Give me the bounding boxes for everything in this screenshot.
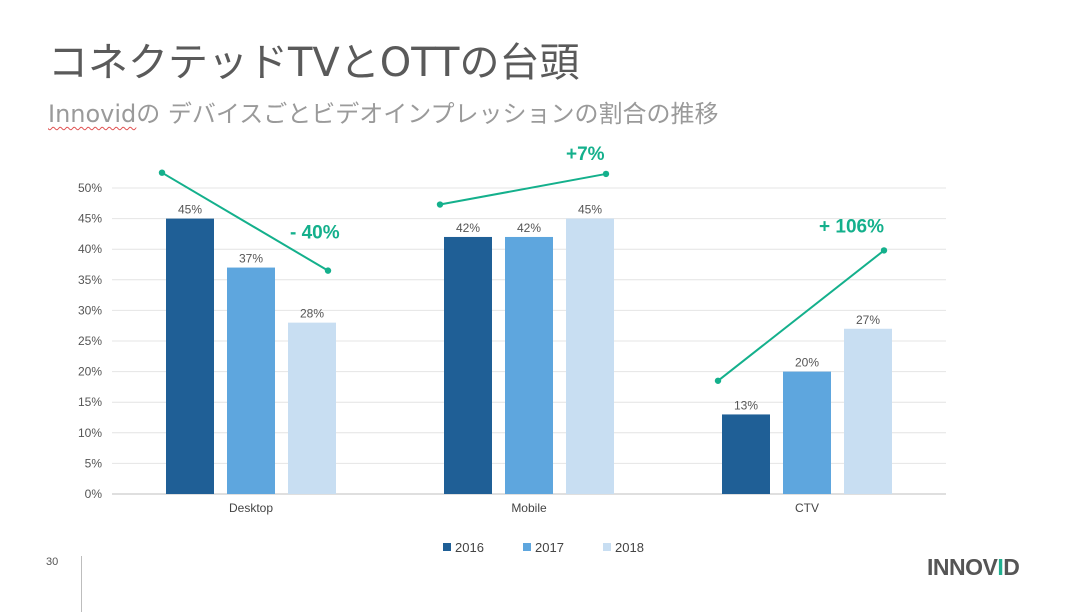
trend-point — [714, 377, 722, 384]
bar — [783, 371, 831, 494]
legend-swatch — [603, 543, 611, 551]
trend-point — [436, 201, 444, 208]
legend-label: 2018 — [615, 540, 644, 555]
legend-label: 2017 — [535, 540, 564, 555]
page-subtitle: Innovidの デバイスごとビデオインプレッションの割合の推移 — [48, 94, 718, 129]
data-label: 45% — [178, 203, 202, 217]
y-tick-label: 5% — [85, 456, 103, 470]
data-label: 27% — [856, 313, 880, 327]
bar — [227, 267, 275, 494]
y-tick-label: 50% — [78, 181, 102, 195]
trend-point — [158, 169, 166, 176]
data-label: 28% — [300, 307, 324, 321]
trend-line — [161, 171, 329, 272]
y-tick-label: 10% — [78, 426, 102, 440]
legend-item: 2016 — [443, 540, 484, 555]
bar — [722, 414, 770, 494]
bar — [505, 236, 553, 494]
bar — [844, 328, 892, 494]
legend-item: 2018 — [603, 540, 644, 555]
data-label: 42% — [456, 221, 480, 235]
trend-point — [324, 267, 332, 274]
page-title: コネクテッドTVとOTTの台頭 — [48, 40, 580, 86]
y-tick-label: 40% — [78, 242, 102, 256]
bar — [566, 218, 614, 494]
page-number: 30 — [46, 556, 59, 568]
data-label: 45% — [578, 203, 602, 217]
x-tick-label: CTV — [795, 501, 819, 515]
data-label: 20% — [795, 356, 819, 370]
legend-swatch — [523, 543, 531, 551]
legend-label: 2016 — [455, 540, 484, 555]
y-tick-label: 25% — [78, 334, 102, 348]
trend-annotation: +7% — [566, 144, 605, 165]
footer-divider — [81, 556, 82, 612]
bar — [444, 236, 492, 494]
y-tick-label: 15% — [78, 395, 102, 409]
subtitle-text: の デバイスごとビデオインプレッションの割合の推移 — [136, 100, 719, 128]
innovid-logo: INNOVID — [927, 554, 1020, 580]
subtitle-brand: Innovid — [48, 100, 137, 128]
data-label: 37% — [239, 252, 263, 266]
trend-point — [880, 247, 888, 254]
y-tick-label: 35% — [78, 273, 102, 287]
data-label: 42% — [517, 221, 541, 235]
bar-chart: 0% 5% 10% 15% 20% 25% 30% 35% 40% 45% 50% 45% 37% 28%… — [78, 144, 946, 515]
y-tick-label: 30% — [78, 303, 102, 317]
trend-line — [439, 172, 607, 206]
data-label: 13% — [734, 398, 758, 412]
x-tick-label: Desktop — [229, 501, 273, 515]
bar — [166, 218, 214, 494]
legend-swatch — [443, 543, 451, 551]
bar — [288, 322, 336, 494]
legend-item: 2017 — [523, 540, 564, 555]
y-tick-label: 20% — [78, 365, 102, 379]
trend-annotation: + 106% — [819, 216, 884, 237]
y-tick-label: 45% — [78, 212, 102, 226]
trend-point — [602, 170, 610, 178]
trend-annotation: - 40% — [290, 223, 340, 244]
x-tick-label: Mobile — [511, 501, 547, 515]
y-tick-label: 0% — [85, 487, 103, 501]
trend-line — [717, 249, 885, 382]
